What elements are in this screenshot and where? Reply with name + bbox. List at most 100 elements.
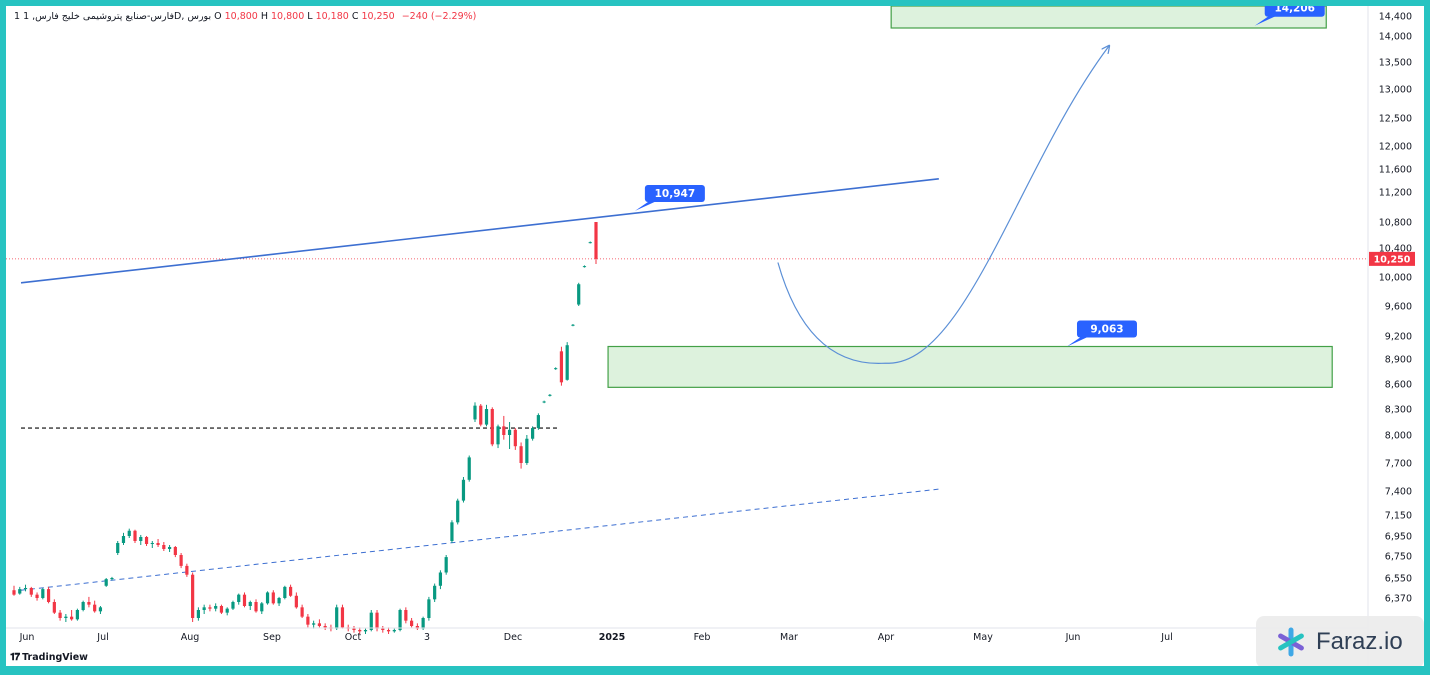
candle-body[interactable] — [191, 574, 195, 618]
candle-body[interactable] — [375, 612, 379, 629]
candle-body[interactable] — [548, 394, 552, 396]
candle-body[interactable] — [490, 409, 494, 445]
candle-body[interactable] — [173, 547, 177, 555]
candle-body[interactable] — [531, 428, 535, 439]
trendline-solid[interactable] — [20, 177, 939, 284]
candle-body[interactable] — [427, 599, 431, 618]
candle-body[interactable] — [277, 598, 281, 604]
candle-body[interactable] — [162, 545, 166, 549]
candle-body[interactable] — [231, 602, 235, 609]
tradingview-logo[interactable]: 𝟏𝟕 TradingView — [10, 652, 88, 663]
candle-body[interactable] — [46, 589, 51, 602]
candle-body[interactable] — [18, 589, 22, 594]
candle-body[interactable] — [536, 415, 540, 429]
candle-body[interactable] — [214, 606, 218, 609]
candle-body[interactable] — [484, 409, 489, 425]
candle-body[interactable] — [179, 555, 183, 566]
candle-body[interactable] — [398, 610, 402, 630]
candle-body[interactable] — [479, 405, 483, 425]
candle-body[interactable] — [93, 604, 97, 612]
candle-body[interactable] — [340, 607, 345, 628]
candle-body[interactable] — [312, 623, 316, 625]
candle-body[interactable] — [467, 457, 471, 480]
candle-body[interactable] — [525, 438, 529, 463]
candle-body[interactable] — [98, 607, 103, 612]
candle-body[interactable] — [219, 606, 224, 613]
candle-body[interactable] — [421, 618, 425, 629]
candle-body[interactable] — [260, 603, 264, 612]
candle-body[interactable] — [12, 590, 16, 595]
candle-body[interactable] — [542, 401, 546, 403]
candle-body[interactable] — [248, 602, 252, 606]
candle-body[interactable] — [473, 405, 477, 420]
candle-body[interactable] — [582, 266, 587, 268]
candle-body[interactable] — [317, 623, 322, 626]
zone-target[interactable] — [890, 6, 1327, 29]
candle-body[interactable] — [513, 429, 517, 447]
candle-body[interactable] — [127, 530, 131, 536]
trendline-dashed[interactable] — [20, 488, 939, 591]
candle-body[interactable] — [369, 612, 373, 630]
candle-body[interactable] — [110, 578, 114, 580]
candle-body[interactable] — [410, 620, 414, 626]
candle-body[interactable] — [433, 585, 437, 600]
candle-body[interactable] — [167, 547, 172, 549]
candle-body[interactable] — [588, 242, 592, 244]
candle-body[interactable] — [519, 446, 523, 463]
candle-body[interactable] — [507, 429, 512, 435]
callout-badge[interactable] — [644, 184, 705, 202]
candle-body[interactable] — [352, 628, 356, 630]
candle-body[interactable] — [139, 537, 143, 541]
candle-body[interactable] — [404, 610, 408, 621]
candle-body[interactable] — [242, 594, 247, 606]
candle-body[interactable] — [461, 479, 466, 501]
candle-body[interactable] — [444, 557, 448, 573]
candle-body[interactable] — [283, 586, 287, 598]
candle-body[interactable] — [565, 345, 569, 380]
candle-body[interactable] — [81, 602, 85, 610]
price-chart[interactable]: 10,947 9,063 14,206 14,400 14,000 13,500 13,00… — [6, 6, 1424, 666]
candle-body[interactable] — [52, 602, 56, 613]
candle-body[interactable] — [415, 626, 419, 629]
candle-body[interactable] — [23, 588, 28, 590]
candle-body[interactable] — [156, 543, 160, 545]
candle-body[interactable] — [358, 630, 362, 632]
projection-curve[interactable] — [777, 46, 1109, 364]
callout-badge[interactable] — [1076, 320, 1137, 338]
candle-body[interactable] — [288, 586, 293, 596]
candle-body[interactable] — [502, 426, 506, 435]
candle-body[interactable] — [594, 222, 598, 259]
candle-body[interactable] — [265, 592, 270, 604]
candle-body[interactable] — [456, 500, 460, 523]
candle-body[interactable] — [150, 543, 154, 544]
candle-body[interactable] — [121, 536, 126, 543]
zone-support[interactable] — [607, 345, 1333, 388]
candle-body[interactable] — [87, 602, 91, 605]
candle-body[interactable] — [75, 610, 79, 620]
candle-body[interactable] — [35, 594, 39, 598]
candle-body[interactable] — [144, 537, 149, 544]
candle-body[interactable] — [58, 612, 62, 618]
candle-body[interactable] — [363, 630, 368, 632]
candle-body[interactable] — [208, 607, 212, 609]
candle-body[interactable] — [554, 368, 558, 370]
candle-body[interactable] — [300, 607, 304, 617]
callout-badge[interactable] — [1264, 6, 1325, 17]
candle-body[interactable] — [70, 616, 74, 620]
candle-body[interactable] — [438, 572, 443, 586]
candle-body[interactable] — [64, 616, 68, 618]
candle-body[interactable] — [133, 530, 137, 541]
candle-body[interactable] — [271, 592, 275, 604]
candle-body[interactable] — [294, 595, 298, 608]
candle-body[interactable] — [185, 565, 189, 575]
candle-body[interactable] — [104, 579, 108, 586]
candle-body[interactable] — [571, 324, 575, 326]
candle-body[interactable] — [450, 522, 454, 541]
candle-body[interactable] — [323, 626, 327, 628]
candle-body[interactable] — [116, 543, 120, 553]
candle-body[interactable] — [335, 607, 339, 629]
candle-body[interactable] — [202, 607, 206, 610]
candle-body[interactable] — [306, 616, 310, 625]
candle-body[interactable] — [381, 628, 385, 630]
candle-body[interactable] — [496, 426, 500, 445]
